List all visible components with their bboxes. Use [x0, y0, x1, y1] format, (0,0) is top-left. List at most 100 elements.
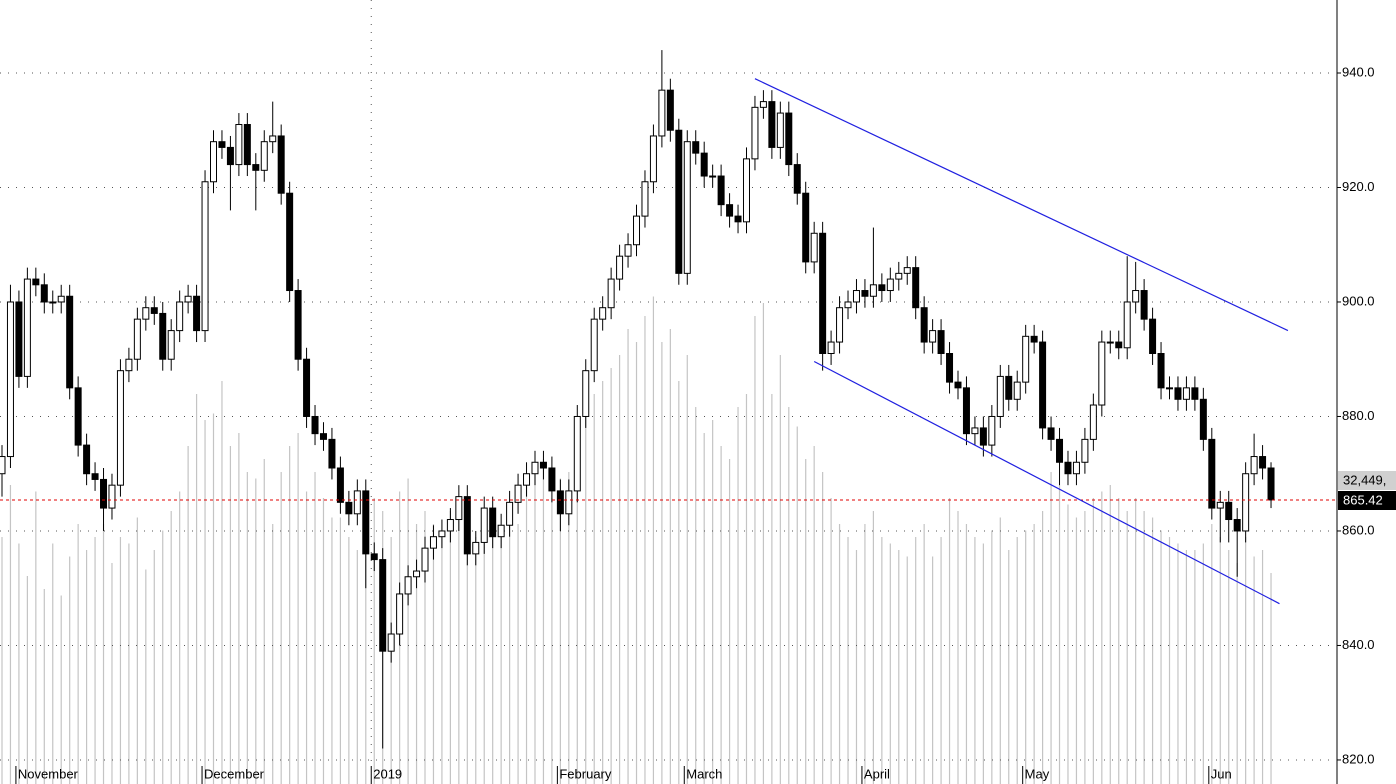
x-tick-label: Jun [1211, 766, 1232, 781]
candle-body [1081, 438, 1089, 463]
candle-body [260, 141, 268, 171]
candle-body [1106, 341, 1114, 344]
candle-body [396, 593, 404, 635]
candle-body [455, 496, 463, 521]
candle-body [421, 547, 429, 572]
candle-body [793, 164, 801, 194]
y-tick-label: 820.0 [1342, 751, 1375, 766]
candle-body [446, 519, 454, 532]
candle-body [311, 415, 319, 435]
candle-body [201, 181, 209, 332]
candle-body [590, 318, 598, 372]
x-tick-label: 2019 [373, 766, 402, 781]
candle-body [226, 146, 234, 166]
candle-body [336, 467, 344, 503]
candle-body [83, 444, 91, 475]
candle-body [379, 559, 387, 652]
y-tick-label: 880.0 [1342, 408, 1375, 423]
candle-body [1242, 473, 1250, 532]
candle-body [1123, 301, 1131, 349]
candle-body [1056, 438, 1064, 463]
candle-body [946, 353, 954, 383]
candle-body [66, 295, 74, 389]
candle-body [844, 301, 852, 309]
candle-body [100, 478, 108, 509]
candle-body [599, 307, 607, 320]
x-tick-label: December [204, 766, 265, 781]
candle-body [819, 232, 827, 355]
candle-body [979, 427, 987, 446]
candle-body [810, 232, 818, 263]
candle-body [480, 507, 488, 543]
candle-body [996, 375, 1004, 417]
candle-body [243, 124, 251, 166]
trend-line [813, 360, 1280, 605]
candle-body [666, 89, 674, 131]
candle-body [895, 272, 903, 280]
candle-body [556, 490, 564, 515]
candle-body [903, 267, 911, 274]
candle-body [1047, 427, 1055, 440]
candle-body [150, 307, 158, 314]
candle-body [506, 501, 514, 526]
x-tick-label: May [1025, 766, 1050, 781]
candle-body [277, 135, 285, 194]
candle-body [709, 175, 717, 178]
candle-body [1115, 341, 1123, 349]
x-tick-label: March [686, 766, 722, 781]
x-tick-label: November [18, 766, 79, 781]
candle-body [303, 358, 311, 417]
y-tick-label: 940.0 [1342, 64, 1375, 79]
candle-body [362, 490, 370, 555]
candle-body [235, 124, 243, 166]
candle-body [658, 89, 666, 137]
x-tick-label: February [559, 766, 612, 781]
candle-body [370, 553, 378, 561]
candle-body [1157, 353, 1165, 389]
candle-body [210, 141, 218, 183]
candle-body [1013, 381, 1021, 400]
candle-body [159, 312, 167, 360]
candle-body [937, 330, 945, 355]
candle-body [429, 536, 437, 549]
candle-body [1166, 387, 1174, 390]
candle-body [539, 461, 547, 469]
candle-body [912, 267, 920, 309]
volume-label-box [1338, 471, 1396, 490]
candle-body [886, 278, 894, 292]
candle-body [57, 295, 65, 303]
candle-body [286, 192, 294, 292]
candle-body [1064, 461, 1072, 475]
candle-body [1149, 318, 1157, 355]
candle-body [1089, 404, 1097, 440]
y-tick-label: 860.0 [1342, 522, 1375, 537]
candle-body [929, 330, 937, 343]
candle-body [125, 358, 133, 372]
candle-body [49, 301, 57, 304]
y-tick-label: 900.0 [1342, 293, 1375, 308]
candle-body [413, 570, 421, 578]
candle-body [633, 215, 641, 246]
candle-body [1191, 387, 1199, 400]
candle-body [345, 501, 353, 515]
candle-body [523, 473, 531, 486]
candle-body [1199, 398, 1207, 440]
y-tick-label: 920.0 [1342, 179, 1375, 194]
candle-body [1140, 290, 1148, 320]
candle-body [176, 301, 184, 332]
candle-body [40, 284, 48, 303]
candle-body [861, 290, 869, 297]
candle-body [734, 215, 742, 223]
candle-body [1259, 456, 1267, 469]
candle-body [514, 484, 522, 503]
candle-body [489, 507, 497, 538]
candle-body [1233, 519, 1241, 532]
overlay-layer [0, 78, 1336, 605]
candle-body [759, 101, 767, 108]
candle-body [1174, 387, 1182, 400]
candle-body [472, 541, 480, 555]
candle-body [742, 158, 750, 223]
candle-body [962, 387, 970, 435]
